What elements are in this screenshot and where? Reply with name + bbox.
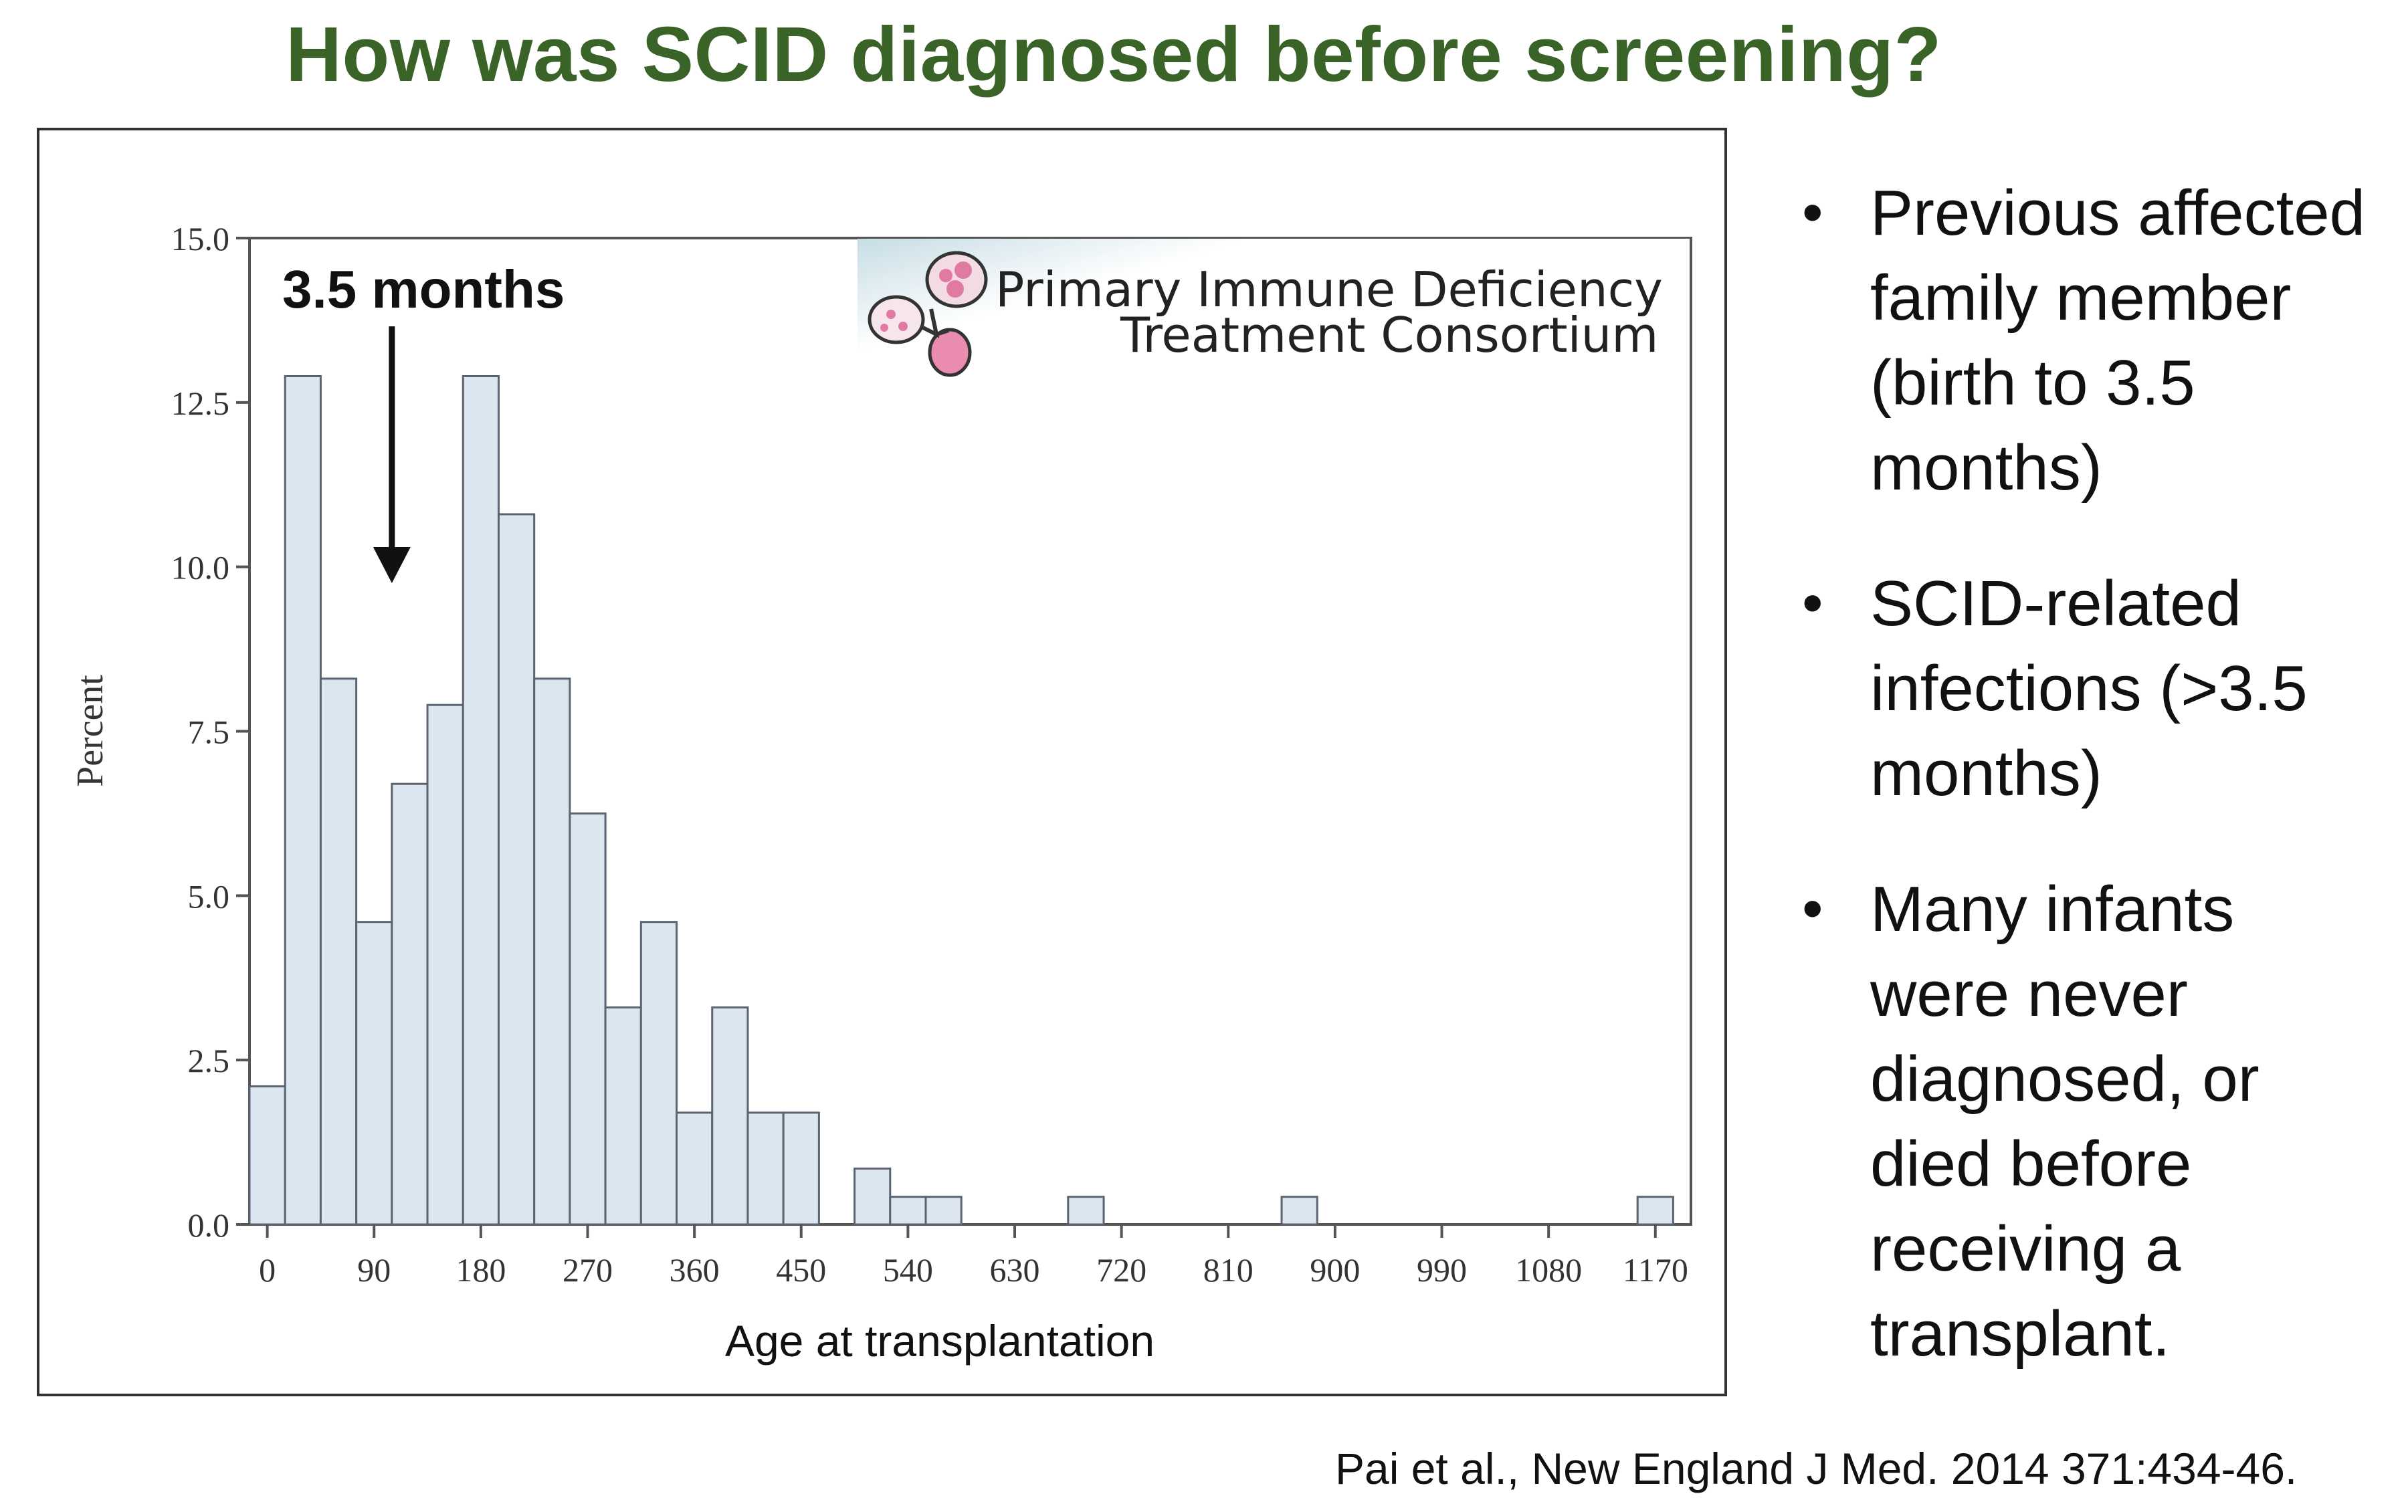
histogram-bar	[533, 677, 571, 1226]
histogram-bar	[924, 1196, 963, 1226]
bars-group	[248, 375, 1674, 1226]
histogram-bar	[284, 375, 322, 1226]
x-tick-label: 0	[259, 1251, 276, 1289]
bullet-line: SCID-related	[1870, 568, 2241, 639]
x-tick-label: 360	[670, 1251, 720, 1289]
x-tick-label: 810	[1203, 1251, 1253, 1289]
y-tick-label: 12.5	[171, 385, 230, 422]
x-tick-label: 90	[357, 1251, 391, 1289]
x-tick-label: 630	[990, 1251, 1040, 1289]
bullet-line: (birth to 3.5	[1870, 347, 2195, 419]
bullet-dot: •	[1802, 875, 1823, 942]
histogram-bar	[711, 1006, 749, 1226]
histogram-bar	[391, 782, 429, 1226]
x-tick-label: 450	[776, 1251, 826, 1289]
bullet-item: • SCID-related infections (>3.5 months)	[1779, 561, 2408, 816]
histogram-bar	[746, 1111, 785, 1226]
histogram-bar	[462, 375, 500, 1226]
y-axis-label: Percent	[70, 675, 111, 787]
bullet-line: diagnosed, or	[1870, 1043, 2260, 1115]
x-tick-label: 180	[456, 1251, 506, 1289]
x-tick-label: 990	[1417, 1251, 1467, 1289]
histogram-bar	[1280, 1196, 1318, 1226]
histogram-bar	[854, 1167, 892, 1226]
bullet-dot: •	[1802, 570, 1823, 637]
y-tick-label: 0.0	[188, 1206, 230, 1244]
histogram-bar	[355, 921, 393, 1226]
histogram-bar	[639, 921, 678, 1226]
bullet-line: Previous affected	[1870, 177, 2366, 249]
y-tick-label: 2.5	[188, 1042, 230, 1079]
bullet-line: months)	[1870, 738, 2102, 809]
x-tick-label: 720	[1096, 1251, 1146, 1289]
bullet-item: • Many infants were never diagnosed, or …	[1779, 867, 2408, 1376]
x-axis-label: Age at transplantation	[725, 1316, 1155, 1366]
bullet-line: months)	[1870, 432, 2102, 504]
logo-line-1: Primary Immune Deficiency	[995, 261, 1663, 318]
histogram-bar	[604, 1006, 642, 1226]
x-axis: 0 90 180 270 360 450 540 630 720 810 900 990 1080 117…	[259, 1224, 1688, 1289]
y-tick-label: 15.0	[171, 220, 230, 257]
histogram-bar	[497, 513, 536, 1226]
x-tick-label: 540	[883, 1251, 933, 1289]
y-tick-label: 7.5	[188, 714, 230, 751]
y-axis: 0.0 2.5 5.0 7.5 10.0 12.5 15.0	[171, 220, 249, 1244]
bullet-line: infections (>3.5	[1870, 653, 2308, 724]
histogram-bar	[569, 812, 607, 1226]
bullet-list: • Previous affected family member (birth…	[1779, 171, 2408, 1427]
slide-title: How was SCID diagnosed before screening?	[286, 11, 1942, 98]
annotation-label: 3.5 months	[282, 259, 565, 319]
logo-line-2: Treatment Consortium	[1120, 307, 1658, 363]
histogram-bar	[426, 704, 464, 1226]
cells-icon	[868, 251, 988, 377]
x-tick-label: 1170	[1623, 1251, 1688, 1289]
histogram-bar	[889, 1196, 927, 1226]
x-tick-label: 270	[563, 1251, 613, 1289]
histogram-bar	[248, 1085, 286, 1226]
bullet-dot: •	[1802, 179, 1823, 246]
y-tick-label: 5.0	[188, 877, 230, 915]
y-tick-label: 10.0	[171, 549, 230, 586]
citation: Pai et al., New England J Med. 2014 371:…	[1335, 1444, 2298, 1493]
bullet-line: transplant.	[1870, 1298, 2171, 1370]
bullet-line: were never	[1870, 958, 2188, 1030]
bullet-item: • Previous affected family member (birth…	[1779, 171, 2408, 510]
bullet-line: receiving a	[1870, 1213, 2181, 1285]
histogram-bar	[782, 1111, 820, 1226]
bullet-line: died before	[1870, 1128, 2192, 1200]
x-tick-label: 900	[1310, 1251, 1360, 1289]
histogram-bar	[1636, 1196, 1674, 1226]
bullet-line: family member	[1870, 262, 2292, 334]
annotation-arrow	[373, 326, 411, 583]
histogram-bar	[319, 677, 358, 1226]
bullet-line: Many infants	[1870, 873, 2235, 945]
histogram-bar	[1067, 1196, 1105, 1226]
pidtc-logo: Primary Immune Deficiency Treatment Cons…	[858, 239, 1690, 383]
x-tick-label: 1080	[1515, 1251, 1582, 1289]
histogram-bar	[676, 1111, 714, 1226]
arrow-head	[373, 547, 411, 583]
